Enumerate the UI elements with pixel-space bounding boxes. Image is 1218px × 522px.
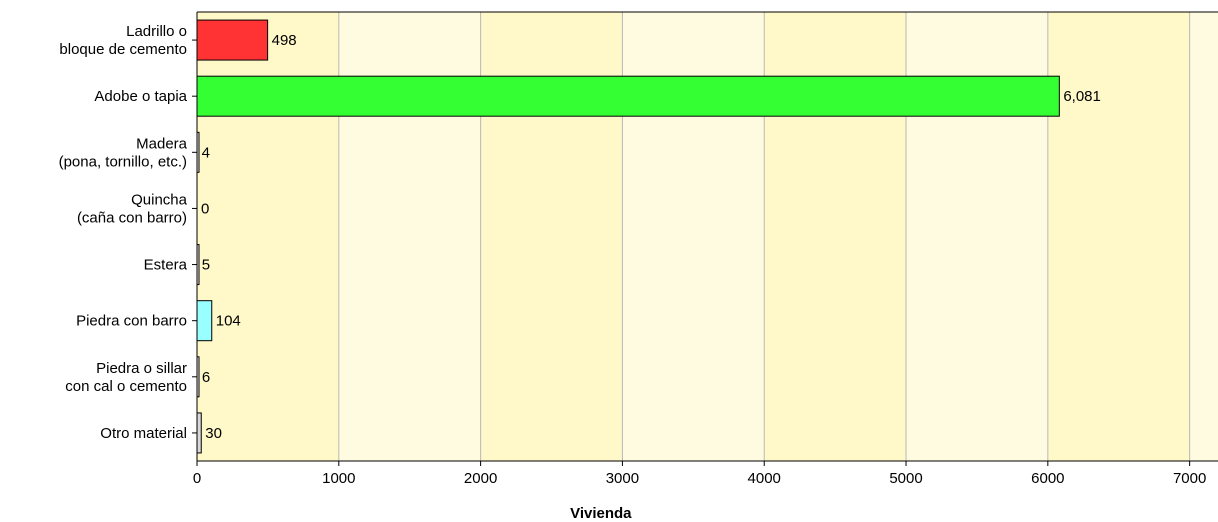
category-label: Madera [136,135,188,152]
category-label: bloque de cemento [59,41,187,58]
x-tick-label: 5000 [889,470,922,487]
background-band [1047,12,1190,461]
background-band [1189,12,1218,461]
bar [196,75,1060,117]
category-label: Otro material [100,425,187,442]
category-label: (pona, tornillo, etc.) [59,153,187,170]
category-label: Adobe o tapia [94,88,187,105]
value-label: 4 [202,144,210,161]
value-label: 30 [205,425,222,442]
category-label: Quincha [131,191,188,208]
x-tick-label: 4000 [748,470,781,487]
value-label: 5 [202,257,210,274]
category-label: Piedra con barro [76,313,187,330]
value-label: 6 [202,369,210,386]
bars [196,19,1060,454]
x-tick-label: 2000 [464,470,497,487]
category-label: Ladrillo o [126,23,187,40]
value-label: 104 [216,313,241,330]
bar [196,300,213,342]
value-label: 0 [201,200,209,217]
category-label: (caña con barro) [77,209,187,226]
x-tick-label: 7000 [1173,470,1206,487]
bar [196,412,202,454]
x-tick-label: 0 [193,470,201,487]
category-label: Piedra o sillar [96,360,187,377]
axes [192,11,1218,466]
x-tick-labels: 0 1000 2000 3000 4000 5000 6000 7000 [193,470,1206,487]
x-axis-label: Vivienda [570,505,632,522]
value-labels: 498 6,081 4 0 5 104 6 30 [201,32,1101,442]
bar [196,19,269,61]
category-label: Estera [144,257,188,274]
value-label: 6,081 [1063,88,1101,105]
value-label: 498 [272,32,297,49]
x-tick-label: 6000 [1031,470,1064,487]
x-tick-label: 3000 [606,470,639,487]
category-label: con cal o cemento [65,378,187,395]
x-tick-label: 1000 [322,470,355,487]
